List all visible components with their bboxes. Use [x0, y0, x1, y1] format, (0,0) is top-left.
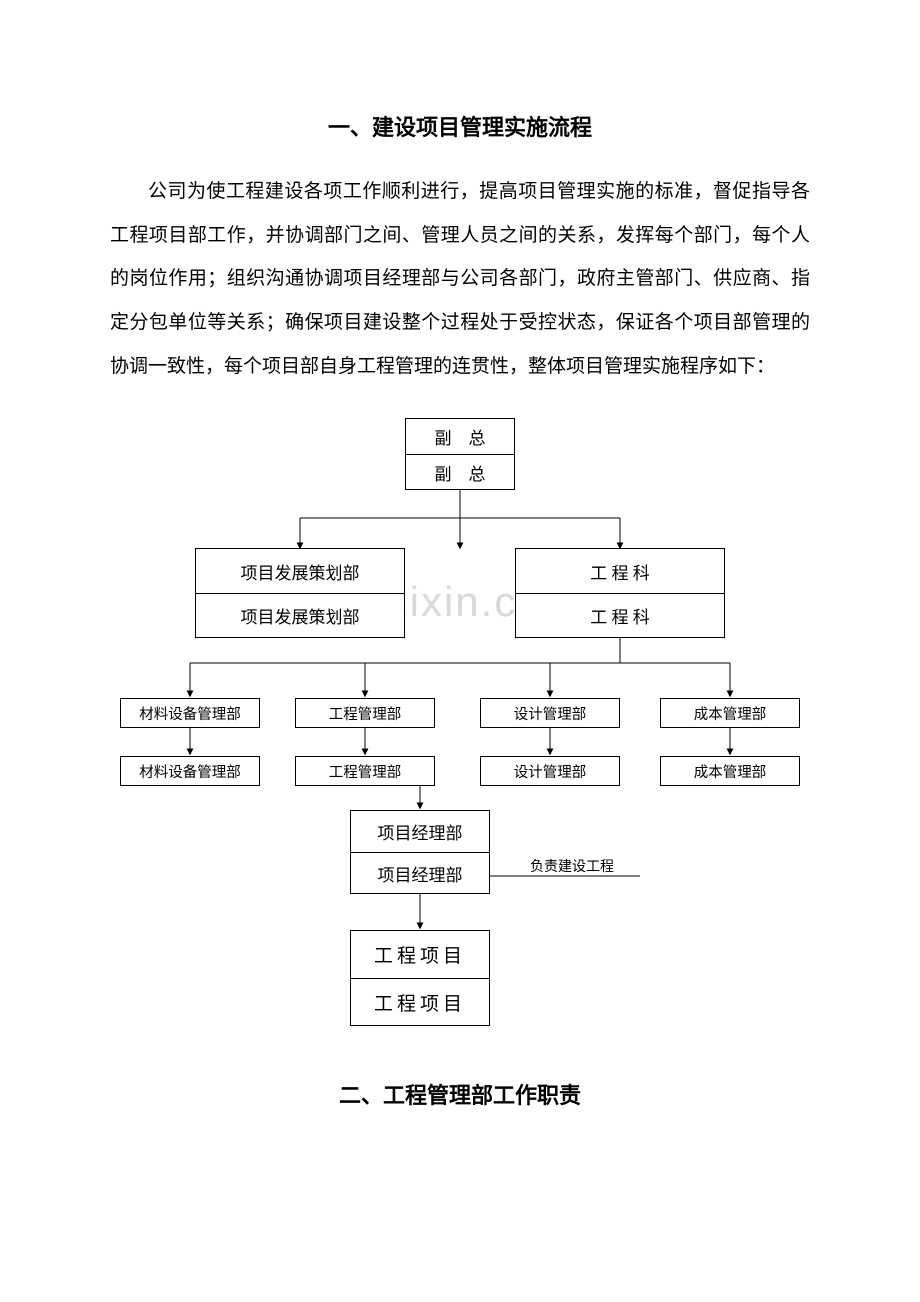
pm-note: 负责建设工程: [530, 856, 614, 876]
node-cell: 成本管理部: [661, 757, 799, 786]
node-project-manager-dept: 项目经理部 项目经理部: [350, 810, 490, 894]
node-cell: 设计管理部: [481, 699, 619, 728]
node-vice-president: 副 总 副 总: [405, 418, 515, 490]
node-material-dept-b: 材料设备管理部: [120, 756, 260, 786]
node-design-mgmt-a: 设计管理部: [480, 698, 620, 728]
node-cell: 项目经理部: [351, 811, 489, 852]
document-page: 一、建设项目管理实施流程 公司为使工程建设各项工作顺利进行，提高项目管理实施的标…: [0, 0, 920, 1198]
node-cell: 工 程 科: [516, 549, 724, 593]
intro-paragraph: 公司为使工程建设各项工作顺利进行，提高项目管理实施的标准，督促指导各工程项目部工…: [110, 170, 810, 388]
node-engineering-mgmt-b: 工程管理部: [295, 756, 435, 786]
node-engineering-mgmt-a: 工程管理部: [295, 698, 435, 728]
section-2-heading: 二、工程管理部工作职责: [110, 1078, 810, 1110]
node-cell: 材料设备管理部: [121, 757, 259, 786]
node-material-dept-a: 材料设备管理部: [120, 698, 260, 728]
node-cell: 材料设备管理部: [121, 699, 259, 728]
org-flowchart: www.zixin.com.cn: [110, 418, 810, 1038]
node-cell: 工程项目: [351, 978, 489, 1026]
node-planning-dept: 项目发展策划部 项目发展策划部: [195, 548, 405, 638]
node-cell: 设计管理部: [481, 757, 619, 786]
node-cell: 副 总: [406, 419, 514, 454]
node-cell: 成本管理部: [661, 699, 799, 728]
node-cell: 工程管理部: [296, 699, 434, 728]
node-cell: 工程管理部: [296, 757, 434, 786]
node-cell: 项目发展策划部: [196, 549, 404, 593]
node-design-mgmt-b: 设计管理部: [480, 756, 620, 786]
node-cell: 项目发展策划部: [196, 593, 404, 638]
node-cell: 副 总: [406, 454, 514, 490]
node-cost-mgmt-b: 成本管理部: [660, 756, 800, 786]
node-cell: 工程项目: [351, 931, 489, 978]
node-project: 工程项目 工程项目: [350, 930, 490, 1026]
node-engineering-section: 工 程 科 工 程 科: [515, 548, 725, 638]
section-1-heading: 一、建设项目管理实施流程: [110, 110, 810, 142]
node-cost-mgmt-a: 成本管理部: [660, 698, 800, 728]
node-cell: 项目经理部: [351, 852, 489, 894]
node-cell: 工 程 科: [516, 593, 724, 638]
